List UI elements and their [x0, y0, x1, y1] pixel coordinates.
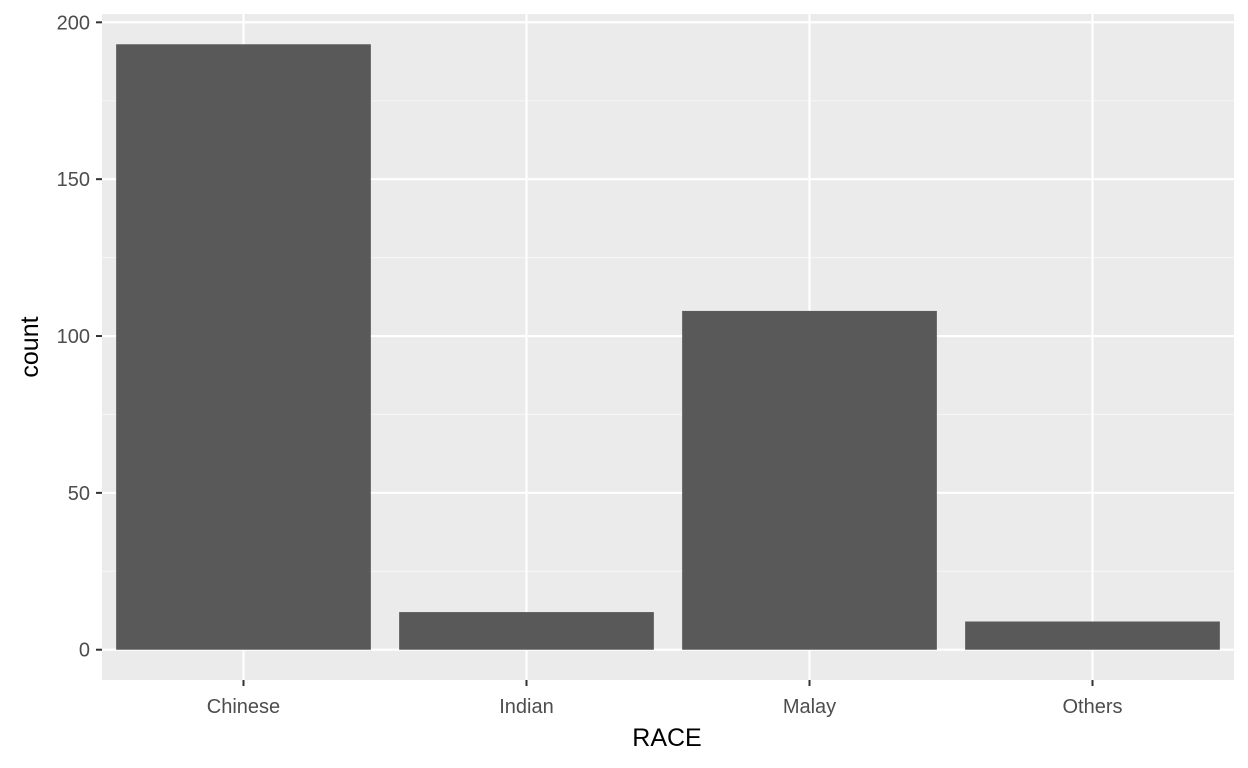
- x-tick-label: Malay: [783, 696, 836, 718]
- y-tick-label: 200: [57, 12, 90, 34]
- y-tick-label: 0: [79, 640, 90, 662]
- bar-indian: [399, 612, 654, 650]
- bar-others: [965, 621, 1220, 650]
- x-tick-label: Others: [1062, 696, 1122, 718]
- x-tick-label: Chinese: [207, 696, 280, 718]
- axis-layer: 0 50 100 150 200 Chinese Indian Malay Others: [57, 12, 1123, 718]
- y-tick-label: 50: [68, 483, 90, 505]
- y-tick-label: 100: [57, 326, 90, 348]
- bar-chinese: [116, 44, 371, 650]
- y-axis-title: count: [16, 316, 44, 377]
- bars-layer: [116, 44, 1220, 650]
- x-axis-title: RACE: [632, 724, 701, 752]
- x-tick-label: Indian: [499, 696, 554, 718]
- bar-malay: [682, 310, 937, 650]
- y-tick-label: 150: [57, 169, 90, 191]
